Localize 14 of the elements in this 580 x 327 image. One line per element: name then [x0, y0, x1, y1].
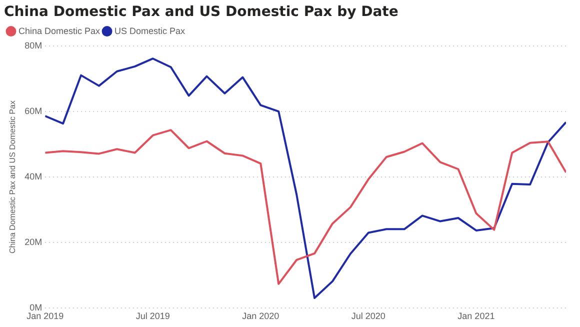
x-tick-label: Jul 2019 — [136, 311, 170, 322]
y-tick-label: 20M — [24, 237, 42, 248]
legend-label: China Domestic Pax — [18, 26, 101, 36]
y-tick-label: 80M — [24, 40, 42, 50]
y-tick-label: 60M — [24, 106, 42, 116]
y-tick-label: 0M — [30, 302, 42, 313]
y-tick-label: 40M — [24, 171, 42, 182]
x-tick-label: Jul 2020 — [351, 311, 386, 322]
legend-label: US Domestic Pax — [114, 26, 186, 36]
chart-title: China Domestic Pax and US Domestic Pax by Date — [4, 4, 398, 20]
x-tick-label: Jan 2019 — [26, 311, 64, 322]
x-tick-label: Jan 2021 — [458, 311, 495, 322]
x-tick-label: Jan 2020 — [242, 311, 280, 322]
y-axis-title: China Domestic Pax and US Domestic Pax — [8, 100, 18, 254]
